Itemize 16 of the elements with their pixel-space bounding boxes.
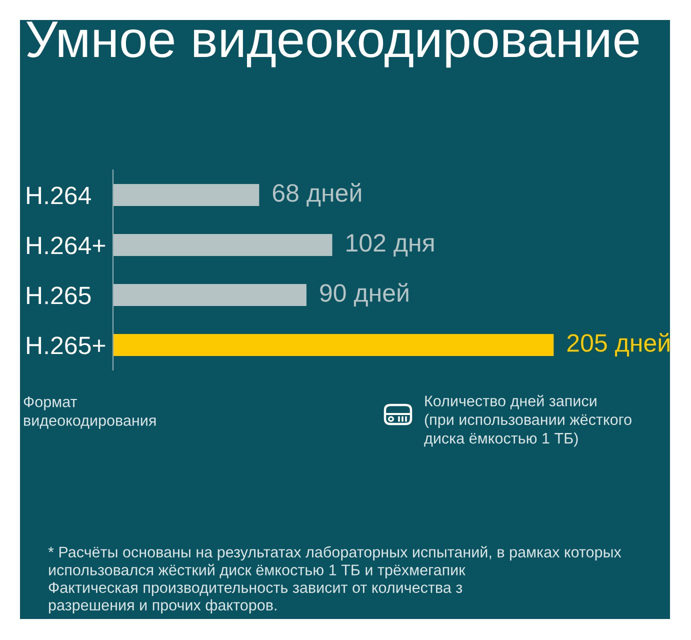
bar	[113, 184, 260, 206]
data-label: 90 дней	[320, 283, 408, 307]
bar	[113, 234, 332, 256]
y-tick-label: H.265+	[27, 336, 106, 354]
bar	[113, 284, 306, 306]
y-tick-label: H.264+	[27, 236, 106, 254]
chart-title: Умное видеокодирование	[26, 22, 639, 68]
bar	[113, 334, 554, 356]
data-label: 205 дней	[567, 333, 670, 357]
y-tick-label: H.265	[27, 286, 91, 304]
y-tick-label: H.264	[27, 186, 91, 204]
text: * Расчёты основаны на результатах лабораторных испытаний, в рамках которых использовался жёсткий диск ёмкостью 1 ТБ и трёхмегапик Фактическая производительность зависит от количества з разрешения и прочих факторов.	[48, 546, 622, 614]
data-label: 102 дня	[346, 234, 434, 256]
data-label: 68 дней	[272, 183, 361, 207]
x-axis-title: Количество дней записи (при использовании жёсткого диска ёмкостью 1 ТБ)	[424, 394, 632, 447]
y-axis-title: Формат видеокодирования	[24, 396, 156, 429]
